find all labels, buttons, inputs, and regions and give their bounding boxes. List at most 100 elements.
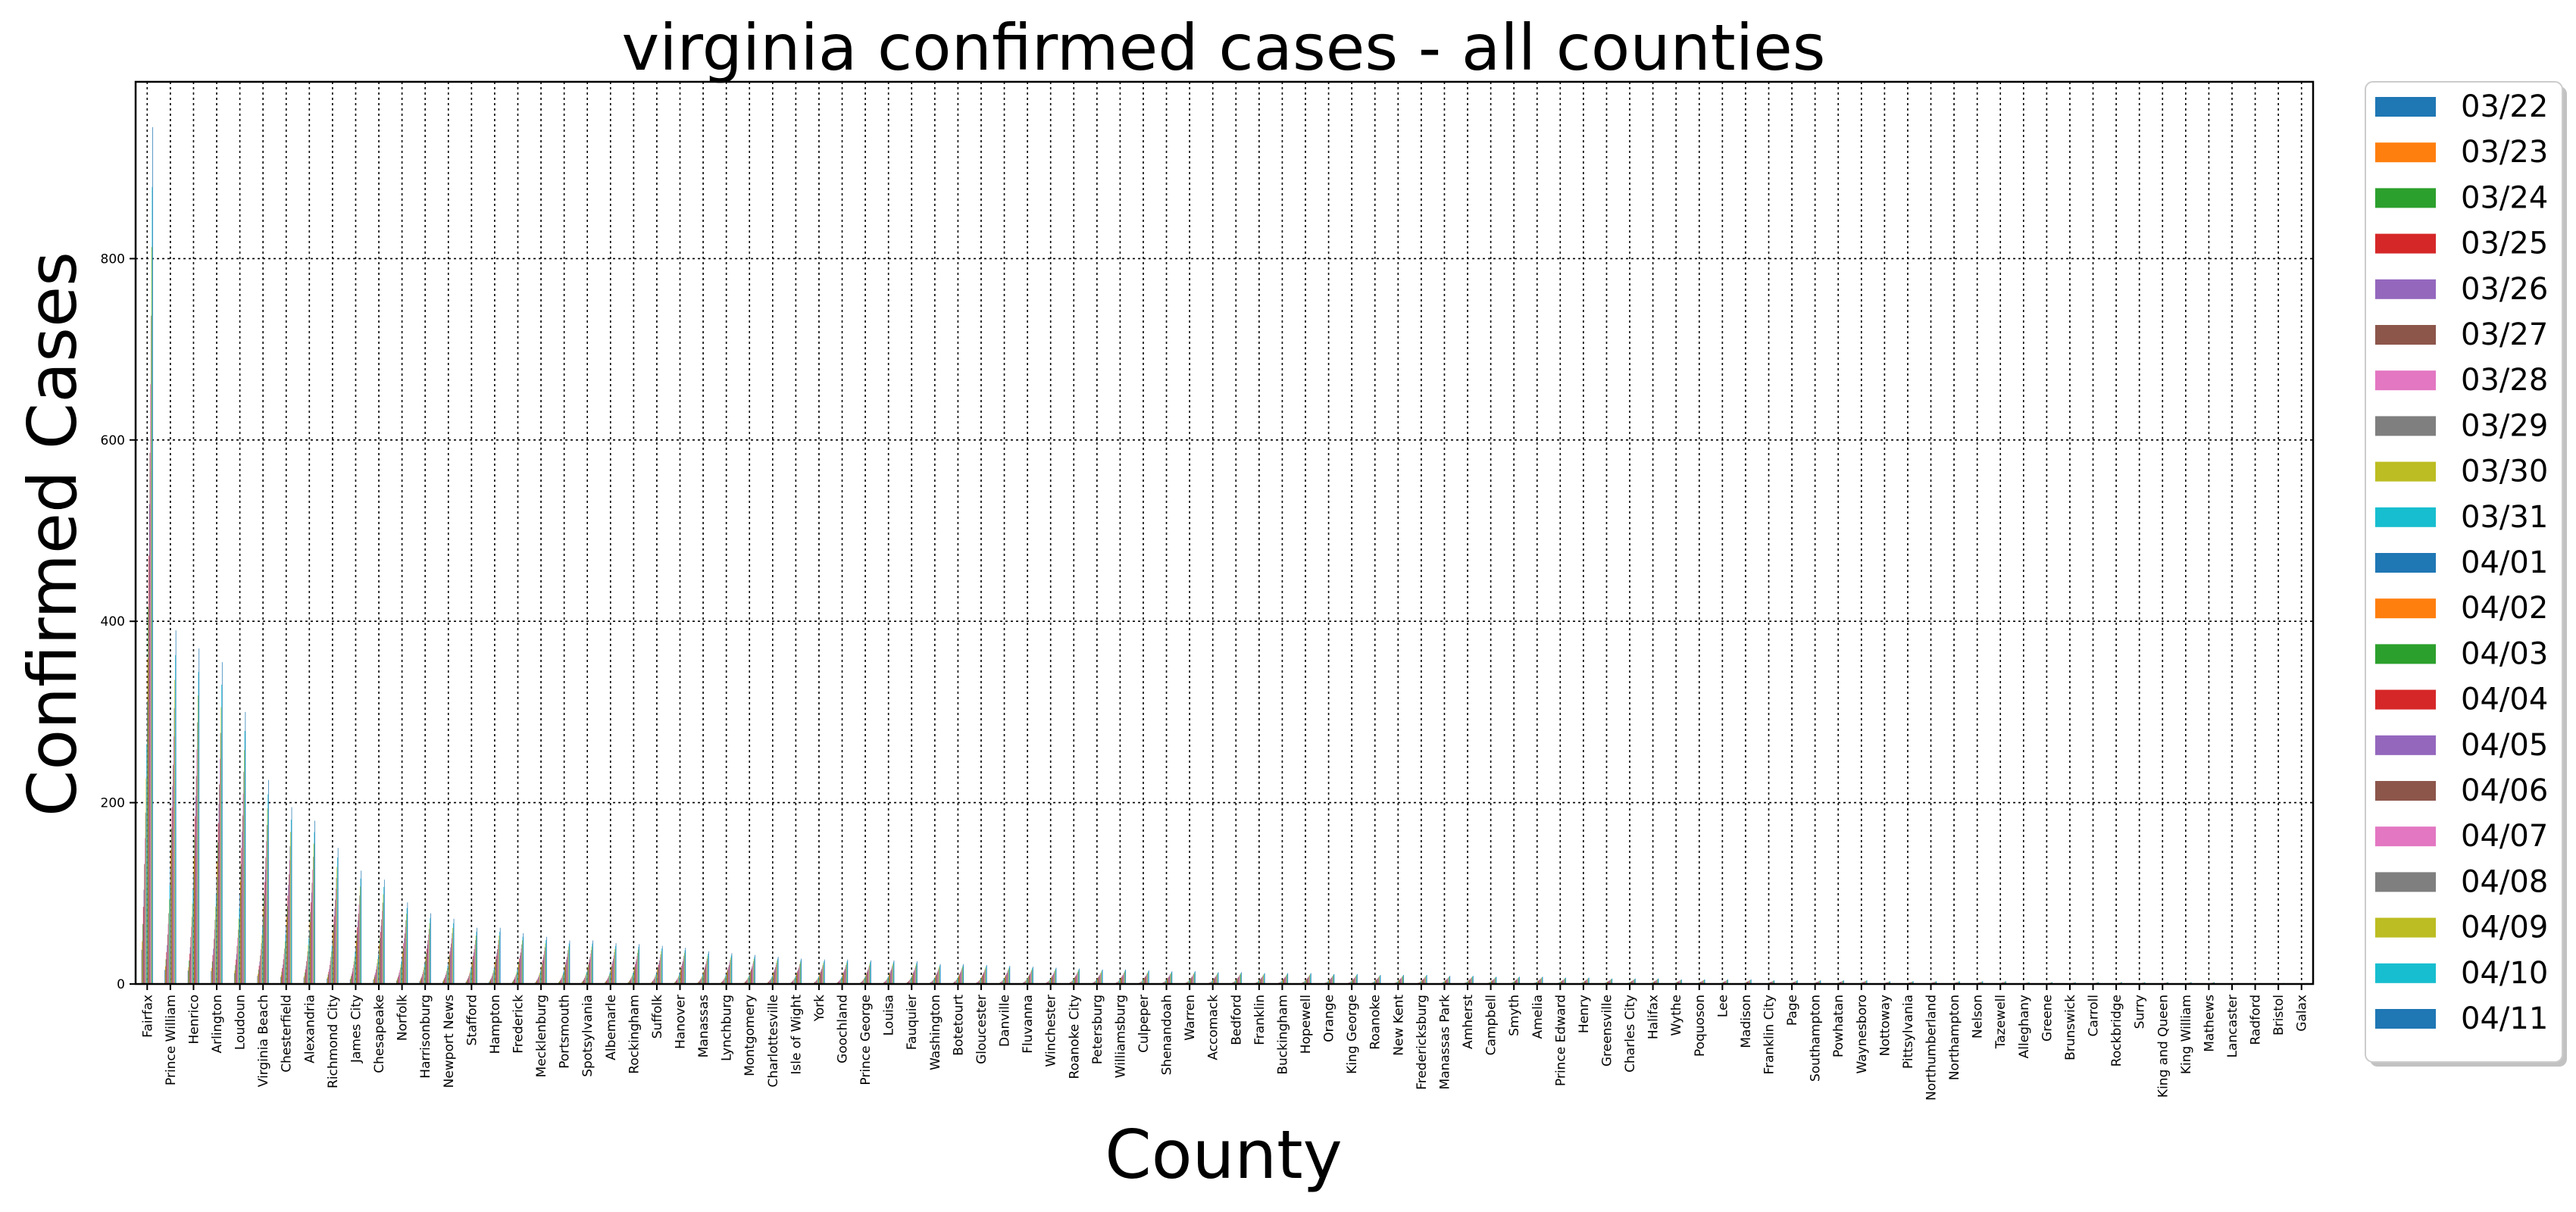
bar — [655, 974, 656, 984]
bar — [1699, 982, 1701, 984]
bar — [235, 964, 236, 984]
bar — [815, 981, 816, 984]
bar — [1583, 981, 1585, 984]
bar — [634, 966, 636, 984]
bar — [583, 979, 585, 984]
bar — [1746, 982, 1747, 984]
bar — [452, 927, 453, 984]
bar — [978, 980, 980, 984]
bar — [264, 882, 265, 984]
bar — [420, 977, 422, 984]
x-tick-label: Madison — [1739, 995, 1754, 1048]
bar — [467, 977, 469, 984]
bar — [190, 936, 192, 984]
bar — [453, 918, 455, 984]
bar — [838, 982, 839, 984]
bar — [680, 967, 682, 984]
bar — [631, 977, 632, 984]
bars — [141, 127, 2308, 985]
bar — [349, 979, 351, 984]
bar — [1350, 981, 1352, 984]
x-tick-label: Frederick — [511, 995, 526, 1054]
bar — [331, 951, 332, 984]
bar — [908, 981, 909, 984]
bar — [166, 951, 167, 984]
bar — [984, 969, 986, 984]
bar — [911, 976, 912, 984]
bar — [1513, 982, 1514, 984]
bar — [658, 962, 660, 984]
bar — [1264, 973, 1265, 984]
bar — [844, 968, 846, 984]
bar — [1794, 982, 1796, 984]
bar — [1169, 975, 1171, 984]
bar — [1656, 979, 1658, 984]
bar — [681, 966, 683, 984]
legend-label: 03/26 — [2461, 272, 2548, 307]
bar — [536, 979, 538, 984]
x-tick-label: Warren — [1183, 995, 1198, 1041]
bar — [220, 733, 221, 984]
bar — [1237, 978, 1238, 984]
bar — [333, 923, 334, 984]
bar — [1008, 967, 1010, 984]
bar — [685, 948, 686, 984]
bar — [1539, 979, 1540, 984]
bar — [1330, 977, 1332, 984]
bar — [424, 961, 426, 984]
x-tick-label: Winchester — [1044, 995, 1059, 1067]
legend-swatch — [2375, 370, 2436, 391]
bar — [868, 967, 869, 984]
legend-swatch — [2375, 963, 2436, 983]
bar — [1118, 981, 1119, 984]
legend-label: 03/24 — [2461, 180, 2548, 215]
legend-label: 03/22 — [2461, 89, 2548, 124]
bar — [1236, 979, 1238, 984]
bar — [380, 932, 381, 984]
bar — [1165, 980, 1167, 984]
bar — [173, 764, 174, 984]
bar — [305, 966, 307, 984]
bar — [213, 948, 214, 984]
bar — [747, 978, 749, 984]
bar — [565, 962, 567, 984]
bar — [564, 967, 565, 984]
bar — [218, 804, 220, 984]
bar — [539, 973, 540, 984]
bar — [722, 981, 723, 984]
bar — [1422, 979, 1424, 984]
bar — [1002, 980, 1003, 984]
bar — [405, 926, 406, 984]
bar — [1399, 979, 1400, 984]
bar — [1680, 979, 1681, 984]
bar — [1303, 982, 1305, 984]
bar — [329, 969, 330, 984]
bar — [592, 940, 593, 984]
bar — [656, 971, 658, 984]
bar — [467, 979, 468, 984]
bar — [1490, 981, 1491, 984]
bar — [1981, 981, 1982, 984]
bar — [1702, 980, 1703, 984]
x-tick-label: Culpeper — [1136, 995, 1152, 1053]
bar — [489, 979, 491, 984]
bar — [164, 970, 165, 984]
bar — [468, 976, 470, 984]
bar — [1258, 980, 1259, 984]
bar — [568, 943, 570, 984]
bar — [842, 976, 843, 984]
bar — [986, 964, 987, 984]
bar — [1401, 977, 1402, 984]
bar — [497, 948, 498, 984]
x-tick-label: Alexandria — [302, 995, 317, 1064]
bar — [151, 315, 152, 985]
bar — [731, 953, 733, 984]
bar — [473, 955, 474, 984]
bar — [612, 961, 614, 984]
bar — [164, 966, 166, 984]
bar — [1468, 980, 1469, 984]
bar — [195, 776, 197, 984]
bar — [891, 967, 893, 984]
bar — [608, 976, 609, 984]
bar — [167, 934, 168, 984]
